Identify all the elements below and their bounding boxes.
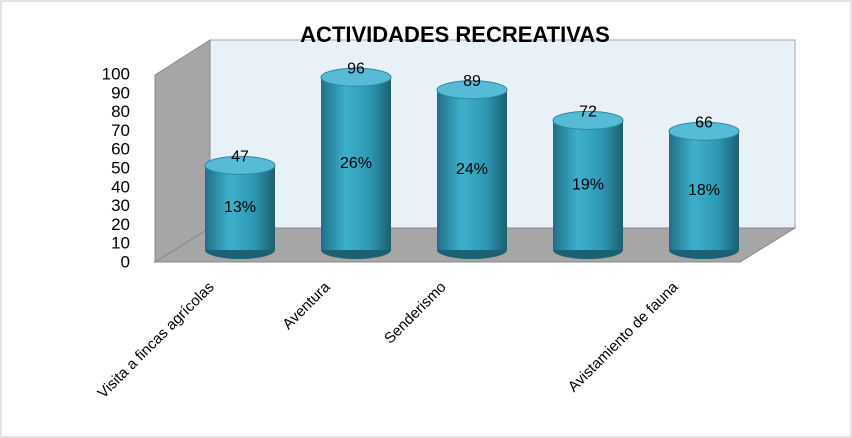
value-label: 47 xyxy=(231,149,249,166)
bar-top xyxy=(320,67,392,87)
y-tick-label: 90 xyxy=(111,83,130,102)
bar xyxy=(669,131,739,250)
y-tick-label: 80 xyxy=(111,102,130,121)
y-tick-label: 70 xyxy=(111,121,130,140)
percent-label: 13% xyxy=(224,199,256,216)
value-label: 66 xyxy=(695,114,713,131)
y-tick-label: 20 xyxy=(111,215,130,234)
bar xyxy=(321,77,391,250)
bar-top xyxy=(552,110,624,130)
bar xyxy=(437,89,507,250)
chart-title: ACTIVIDADES RECREATIVAS xyxy=(300,22,610,47)
bar-top xyxy=(668,121,740,141)
bar-top xyxy=(204,155,276,175)
percent-label: 26% xyxy=(340,155,372,172)
y-tick-label: 0 xyxy=(121,252,130,271)
y-tick-label: 60 xyxy=(111,140,130,159)
value-label: 72 xyxy=(579,104,597,121)
percent-label: 19% xyxy=(572,176,604,193)
bar-top xyxy=(436,80,508,100)
y-tick-label: 40 xyxy=(111,177,130,196)
bar xyxy=(205,165,275,250)
percent-label: 24% xyxy=(456,161,488,178)
y-tick-label: 10 xyxy=(111,234,130,253)
y-tick-label: 100 xyxy=(102,64,130,83)
y-tick-label: 30 xyxy=(111,196,130,215)
y-tick-label: 50 xyxy=(111,158,130,177)
side-wall xyxy=(154,39,211,263)
value-label: 89 xyxy=(463,73,481,90)
value-label: 96 xyxy=(347,60,365,77)
percent-label: 18% xyxy=(688,182,720,199)
bar xyxy=(553,120,623,251)
